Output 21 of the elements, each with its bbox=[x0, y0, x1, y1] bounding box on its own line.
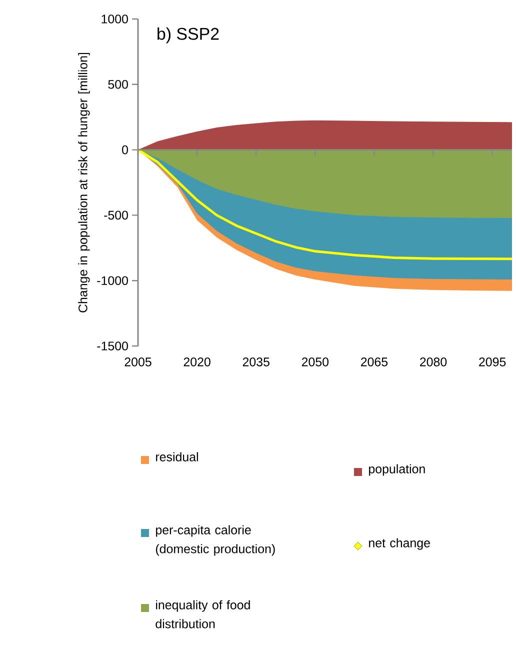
y-axis-title: Change in population at risk of hunger [million] bbox=[78, 52, 90, 312]
line-series bbox=[138, 148, 512, 260]
x-tick-label: 2080 bbox=[420, 358, 447, 366]
legend-label: population bbox=[369, 464, 425, 476]
legend-label: residual bbox=[156, 452, 198, 462]
y-tick-label: -1000 bbox=[97, 276, 128, 286]
y-tick-label: 500 bbox=[108, 80, 128, 89]
y-tick-label: -1500 bbox=[97, 342, 128, 350]
x-tick-label: 2050 bbox=[302, 358, 329, 366]
x-tick-label: 2035 bbox=[242, 358, 270, 366]
y-tick-label: -500 bbox=[104, 210, 128, 220]
x-tick-label: 2095 bbox=[479, 358, 506, 366]
y-tick-label: 1000 bbox=[102, 14, 128, 24]
x-tick-label: 2020 bbox=[184, 358, 210, 366]
y-tick-label: 0 bbox=[122, 145, 128, 154]
legend-label: net change bbox=[369, 538, 430, 550]
x-tick-label: 2065 bbox=[360, 358, 388, 366]
x-tick-label: 2005 bbox=[124, 358, 152, 366]
legend-label: per-capita calorie (domestic production) bbox=[156, 525, 275, 556]
legend-label: inequality of food distribution bbox=[156, 600, 250, 628]
chart-title: b) SSP2 bbox=[158, 27, 219, 44]
